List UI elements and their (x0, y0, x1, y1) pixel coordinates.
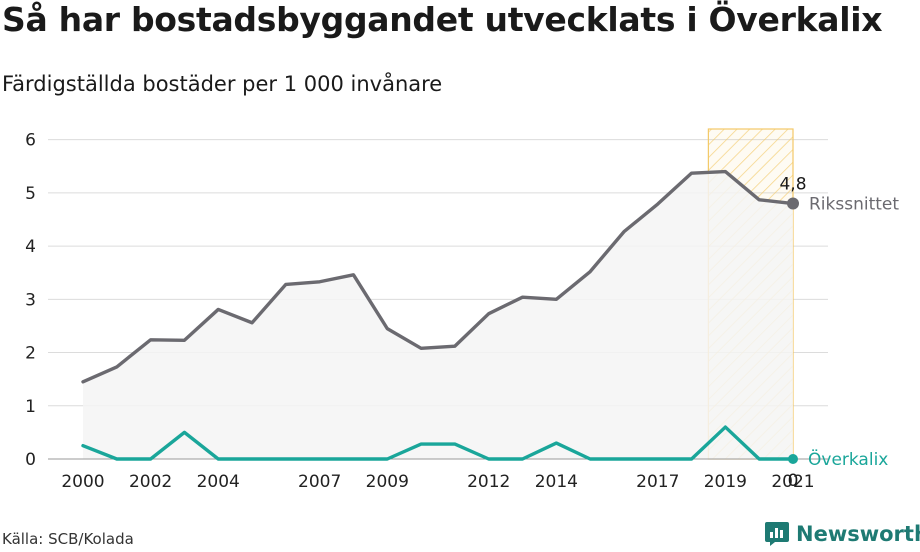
riket-end-marker (787, 197, 799, 210)
newsworthy-logo-icon (765, 522, 789, 546)
chart-subtitle: Färdigställda bostäder per 1 000 invånar… (2, 72, 443, 96)
x-tick-label: 2009 (366, 472, 409, 492)
riket-end-value: 4,8 (779, 175, 806, 195)
chart-title: Så har bostadsbyggandet utvecklats i Öve… (2, 0, 883, 39)
x-tick-label: 2021 (771, 472, 814, 492)
brand-name: Newsworthy (796, 522, 920, 546)
kommun-series-label: Överkalix (808, 448, 888, 470)
kommun-end-value: 0 (788, 471, 799, 491)
riket-line (81, 169, 795, 384)
y-tick-label: 0 (25, 450, 36, 470)
x-tick-label: 2019 (704, 472, 747, 492)
y-tick-label: 4 (25, 237, 36, 257)
riket-series-label: Rikssnittet (809, 195, 899, 215)
x-tick-label: 2002 (129, 472, 172, 492)
y-tick-label: 1 (25, 397, 36, 417)
y-tick-label: 2 (25, 344, 36, 364)
kommun-end-marker (788, 454, 798, 464)
x-tick-label: 2004 (197, 472, 240, 492)
y-tick-label: 5 (25, 184, 36, 204)
y-tick-label: 6 (25, 131, 36, 151)
x-tick-label: 2014 (535, 472, 578, 492)
newsworthy-logo: Newsworthy (764, 518, 920, 550)
x-tick-label: 2017 (636, 472, 679, 492)
x-tick-label: 2007 (298, 472, 341, 492)
kommun-line (81, 425, 795, 461)
y-tick-label: 3 (25, 290, 36, 310)
x-tick-label: 2000 (61, 472, 104, 492)
source-note: Källa: SCB/Kolada (2, 530, 134, 548)
x-tick-label: 2012 (467, 472, 510, 492)
riket-area (83, 171, 793, 460)
